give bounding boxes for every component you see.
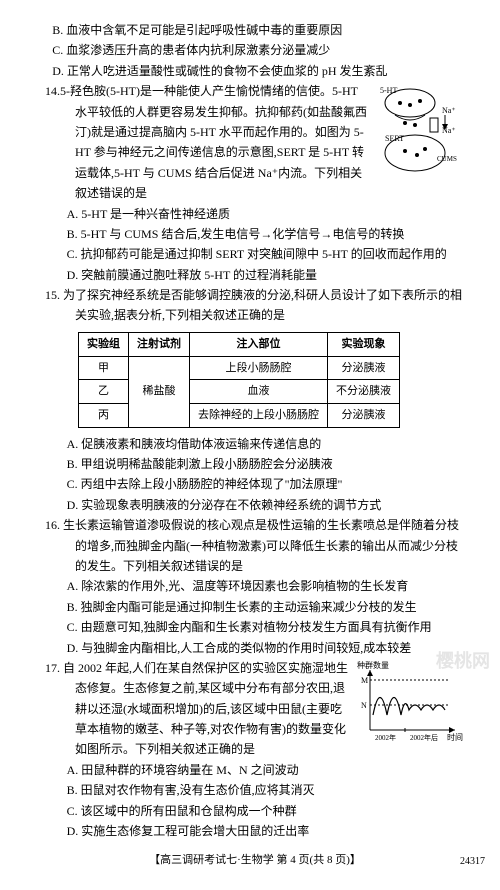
table-cell: 甲 [79, 356, 129, 380]
svg-text:CUMS: CUMS [437, 155, 457, 163]
table-header: 实验现象 [328, 332, 400, 356]
footer-text: 【高三调研考试七·生物学 第 4 页(共 8 页)】 [149, 854, 361, 866]
table-cell: 分泌胰液 [328, 403, 400, 427]
svg-text:SERT: SERT [385, 134, 404, 143]
svg-text:Na⁺: Na⁺ [442, 126, 456, 135]
q14-diagram: 5-HT Na⁺ Na⁺ SERT CUMS [375, 83, 465, 183]
chart-ylabel: 种群数量 [357, 660, 389, 670]
table-header: 注射试剂 [129, 332, 190, 356]
q14-opt-b: B. 5-HT 与 CUMS 结合后,发生电信号→化学信号→电信号的转换 [45, 224, 465, 244]
svg-text:M: M [361, 676, 368, 685]
q13-opt-c: C. 血浆渗透压升高的患者体内抗利尿激素分泌量减少 [45, 40, 465, 60]
page-footer: 【高三调研考试七·生物学 第 4 页(共 8 页)】 24317 [45, 851, 465, 870]
q17-opt-b: B. 田鼠对农作物有害,没有生态价值,应将其消灭 [45, 780, 465, 800]
q15-table: 实验组 注射试剂 注入部位 实验现象 甲 稀盐酸 上段小肠肠腔 分泌胰液 乙 血… [78, 332, 400, 428]
q16-opt-b: B. 独脚金内酯可能是通过抑制生长素的主动运输来减少分枝的发生 [45, 597, 465, 617]
table-cell: 血液 [190, 380, 328, 404]
table-header: 注入部位 [190, 332, 328, 356]
table-cell: 乙 [79, 380, 129, 404]
q15-opt-a: A. 促胰液素和胰液均借助体液运输来传递信息的 [45, 434, 465, 454]
q17-opt-d: D. 实施生态修复工程可能会增大田鼠的迁出率 [45, 821, 465, 841]
watermark: 樱桃网 [436, 646, 490, 677]
q13-opt-d: D. 正常人吃进适量酸性或碱性的食物不会使血浆的 pH 发生紊乱 [45, 61, 465, 81]
table-cell: 分泌胰液 [328, 356, 400, 380]
q15-opt-b: B. 甲组说明稀盐酸能刺激上段小肠肠腔会分泌胰液 [45, 454, 465, 474]
q15-stem: 15. 为了探究神经系统是否能够调控胰液的分泌,科研人员设计了如下表所示的相关实… [45, 285, 465, 326]
svg-text:Na⁺: Na⁺ [442, 106, 456, 115]
svg-text:5-HT: 5-HT [380, 86, 397, 95]
q13-opt-b: B. 血液中含氧不足可能是引起呼吸性碱中毒的重要原因 [45, 20, 465, 40]
svg-text:N: N [361, 701, 367, 710]
q17-opt-a: A. 田鼠种群的环境容纳量在 M、N 之间波动 [45, 760, 465, 780]
q15-opt-d: D. 实验现象表明胰液的分泌存在不依赖神经系统的调节方式 [45, 495, 465, 515]
table-cell: 丙 [79, 403, 129, 427]
table-cell: 不分泌胰液 [328, 380, 400, 404]
svg-text:时间: 时间 [447, 732, 463, 742]
q16-opt-a: A. 除浓紫的作用外,光、温度等环境因素也会影响植物的生长发育 [45, 576, 465, 596]
table-cell: 稀盐酸 [129, 356, 190, 427]
svg-text:2002年后: 2002年后 [410, 733, 438, 742]
q16-opt-c: C. 由题意可知,独脚金内酯和生长素对植物分枝发生方面具有抗衡作用 [45, 617, 465, 637]
q16-stem: 16. 生长素运输管道渗吸假说的核心观点是极性运输的生长素喷总是伴随着分枝的增多… [45, 515, 465, 576]
q14-opt-c: C. 抗抑郁药可能是通过抑制 SERT 对突触间隙中 5-HT 的回收而起作用的 [45, 244, 465, 264]
table-cell: 上段小肠肠腔 [190, 356, 328, 380]
svg-text:2002年: 2002年 [375, 733, 396, 742]
q17-opt-c: C. 该区域中的所有田鼠和仓鼠构成一个种群 [45, 801, 465, 821]
q14-opt-a: A. 5-HT 是一种兴奋性神经递质 [45, 204, 465, 224]
q14-opt-d: D. 突触前膜通过胞吐释放 5-HT 的过程消耗能量 [45, 265, 465, 285]
page-id: 24317 [460, 853, 485, 870]
q16-opt-d: D. 与独脚金内酯相比,人工合成的类似物的作用时间较短,成本较差 [45, 638, 465, 658]
table-cell: 去除神经的上段小肠肠腔 [190, 403, 328, 427]
q15-opt-c: C. 丙组中去除上段小肠肠腔的神经体现了"加法原理" [45, 474, 465, 494]
table-header: 实验组 [79, 332, 129, 356]
